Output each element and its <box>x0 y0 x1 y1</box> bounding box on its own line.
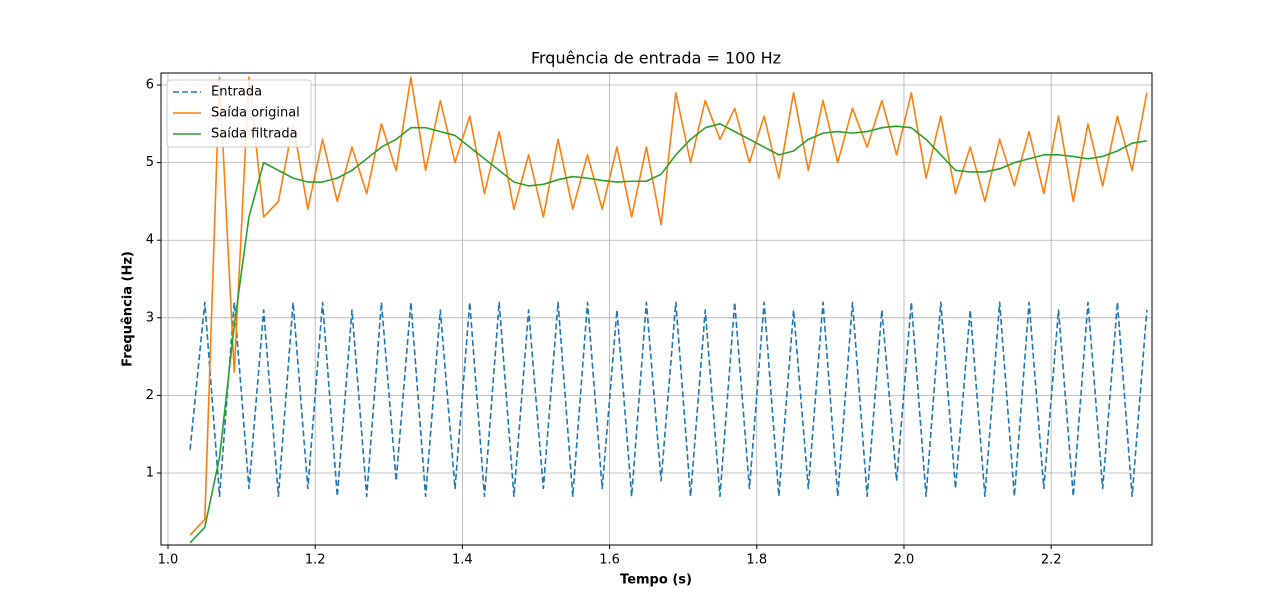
axes-frame <box>160 72 1153 546</box>
x-axis-label: Tempo (s) <box>620 573 692 588</box>
y-tick-label: 5 <box>146 155 154 170</box>
x-tick-label: 1.0 <box>158 553 179 568</box>
ticks: 1.0 1.2 1.4 1.6 1.8 2.0 2.2 1 2 3 4 5 6 <box>146 78 1062 568</box>
x-tick-label: 1.6 <box>599 553 620 568</box>
y-tick-label: 2 <box>146 388 154 403</box>
series-line <box>189 123 1147 544</box>
x-tick-label: 1.8 <box>746 553 767 568</box>
legend-box <box>166 79 312 148</box>
plot-area <box>189 76 1148 544</box>
x-tick-label: 2.2 <box>1041 553 1062 568</box>
y-axis-label: Frequência (Hz) <box>121 251 136 367</box>
series-line <box>189 76 1148 536</box>
y-tick-label: 1 <box>146 465 154 480</box>
y-tick-label: 3 <box>146 310 154 325</box>
y-tick-label: 4 <box>146 233 154 248</box>
legend-label: Entrada <box>211 85 262 100</box>
legend-label: Saída original <box>211 106 300 121</box>
x-tick-label: 1.2 <box>305 553 326 568</box>
legend-label: Saída filtrada <box>211 127 298 142</box>
series-line <box>189 301 1148 498</box>
x-tick-label: 2.0 <box>894 553 915 568</box>
y-tick-label: 6 <box>146 78 154 93</box>
legend: Entrada Saída original Saída filtrada <box>166 79 312 148</box>
grid <box>161 73 1152 545</box>
x-tick-label: 1.4 <box>452 553 473 568</box>
chart-title: Frquência de entrada = 100 Hz <box>531 49 781 68</box>
